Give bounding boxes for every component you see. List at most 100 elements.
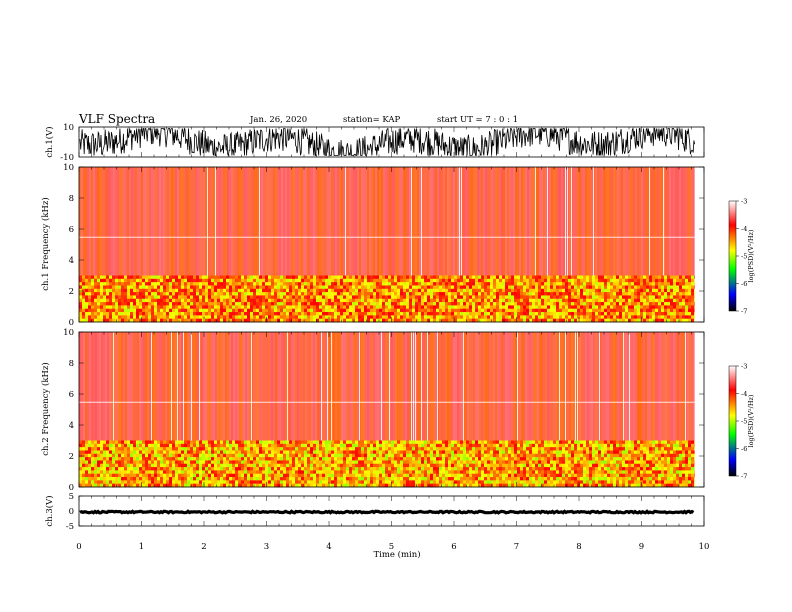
spectrum-cell (445, 285, 448, 290)
spectrum-cell (163, 480, 166, 484)
spectrum-cell (316, 457, 319, 461)
spectrum-cell (118, 308, 121, 313)
spectrum-cell (523, 275, 526, 280)
spectrum-cell (118, 477, 121, 481)
spectrum-cell (694, 167, 704, 322)
spectrum-cell (343, 275, 346, 280)
spectrum-cell (625, 285, 628, 290)
spectrum-cell (634, 305, 637, 310)
spectrum-cell (190, 440, 193, 445)
spectrum-cell (640, 302, 643, 306)
spectrum-cell (379, 315, 382, 319)
spectrum-cell (628, 318, 631, 323)
spectrum-cell (217, 457, 220, 461)
spectrum-cell (262, 275, 265, 280)
spectrum-cell (259, 457, 262, 461)
spectrum-cell (520, 285, 523, 290)
spectrum-cell (580, 298, 583, 303)
spectrum-cell (514, 298, 517, 303)
spectrum-cell (187, 167, 189, 276)
spectrum-cell (466, 308, 469, 313)
spectrum-cell (473, 332, 475, 441)
spectrum-cell (274, 288, 277, 293)
spectrum-cell (622, 295, 625, 300)
spectrum-cell (379, 308, 382, 313)
spectrum-cell (220, 302, 223, 306)
spectrum-cell (625, 302, 628, 306)
spectrum-cell (568, 302, 571, 306)
spectrum-cell (520, 295, 523, 300)
spectrum-cell (358, 288, 361, 293)
spectrum-cell (511, 305, 514, 310)
spectrum-cell (145, 443, 148, 448)
spectrum-cell (325, 312, 328, 316)
spectrum-cell (431, 167, 433, 276)
spectrum-cell (163, 305, 166, 310)
spectrum-cell (550, 288, 553, 293)
spectrum-cell (328, 275, 331, 280)
spectrum-cell (181, 477, 184, 481)
spectrum-cell (136, 292, 139, 296)
spectrum-cell (283, 278, 286, 283)
spectrum-cell (685, 305, 688, 310)
spectrum-cell (394, 285, 397, 290)
spectrum-cell (289, 332, 291, 441)
spectrum-cell (205, 467, 208, 471)
spectrum-cell (412, 315, 415, 319)
spectrum-cell (574, 278, 577, 283)
spectrum-cell (271, 457, 274, 461)
spectrum-cell (646, 308, 649, 313)
spectrum-cell (115, 447, 118, 451)
spectrum-cell (181, 318, 184, 323)
spectrum-cell (229, 440, 232, 445)
spectrum-cell (535, 288, 538, 293)
spectrum-cell (574, 308, 577, 313)
spectrum-cell (259, 480, 262, 484)
spectrum-cell (151, 298, 154, 303)
spectrum-cell (202, 298, 205, 303)
spectrum-cell (184, 460, 187, 465)
spectrum-cell (346, 285, 349, 290)
spectrum-cell (79, 332, 81, 441)
spectrum-cell (419, 167, 421, 276)
spectrum-cell (489, 332, 491, 441)
spectrum-cell (256, 308, 259, 313)
spectrum-cell (454, 292, 457, 296)
spectrum-cell (409, 295, 412, 300)
spectrum-cell (433, 318, 436, 323)
spectrum-cell (83, 167, 85, 276)
spectrum-cell (286, 463, 289, 468)
y-tick-label: 10 (63, 163, 74, 173)
spectrum-cell (367, 282, 370, 286)
spectrum-cell (169, 285, 172, 290)
spectrum-cell (262, 480, 265, 484)
spectrum-cell (187, 275, 190, 280)
spectrum-cell (664, 292, 667, 296)
spectrum-cell (496, 305, 499, 310)
spectrum-cell (115, 275, 118, 280)
spectrum-cell (268, 308, 271, 313)
spectrum-cell (562, 292, 565, 296)
spectrum-cell (436, 298, 439, 303)
spectrum-cell (501, 332, 503, 441)
spectrum-cell (289, 302, 292, 306)
spectrum-cell (262, 315, 265, 319)
spectrum-cell (163, 278, 166, 283)
spectrum-cell (253, 332, 255, 441)
spectrum-cell (202, 305, 205, 310)
spectrum-cell (250, 298, 253, 303)
spectrum-cell (91, 460, 94, 465)
spectrum-cell (421, 332, 422, 441)
spectrum-cell (358, 278, 361, 283)
spectrum-cell (508, 288, 511, 293)
spectrum-cell (166, 450, 169, 455)
spectrum-cell (376, 292, 379, 296)
spectrum-cell (484, 292, 487, 296)
spectrum-cell (241, 453, 244, 458)
spectrum-cell (211, 305, 214, 310)
spectrum-cell (127, 308, 130, 313)
spectrum-cell (265, 447, 268, 451)
spectrum-cell (271, 305, 274, 310)
spectrum-cell (577, 298, 580, 303)
spectrum-cell (130, 480, 133, 484)
